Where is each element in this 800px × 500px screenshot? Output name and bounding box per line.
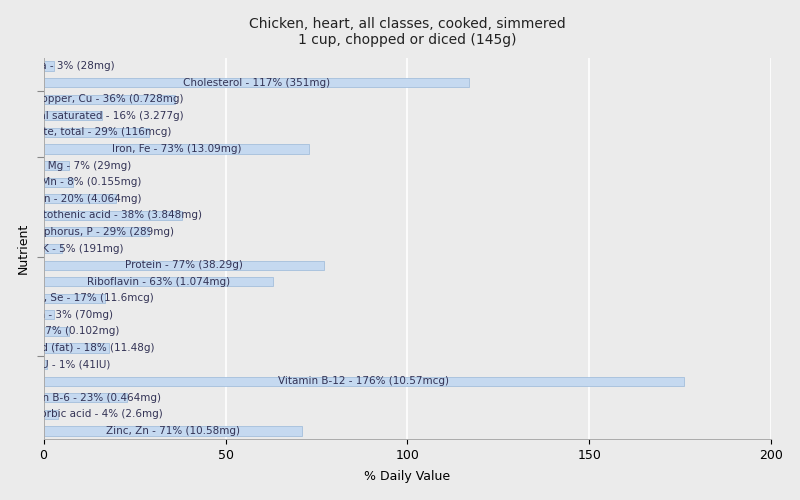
Text: Riboflavin - 63% (1.074mg): Riboflavin - 63% (1.074mg): [86, 276, 230, 286]
Text: Pantothenic acid - 38% (3.848mg): Pantothenic acid - 38% (3.848mg): [24, 210, 202, 220]
Text: Vitamin C, total ascorbic acid - 4% (2.6mg): Vitamin C, total ascorbic acid - 4% (2.6…: [0, 410, 163, 420]
Bar: [43, 310, 54, 320]
Bar: [43, 327, 69, 336]
Text: Fatty acids, total saturated - 16% (3.277g): Fatty acids, total saturated - 16% (3.27…: [0, 111, 183, 121]
Text: Vitamin B-6 - 23% (0.464mg): Vitamin B-6 - 23% (0.464mg): [10, 393, 162, 403]
Bar: [43, 211, 182, 220]
Text: Total lipid (fat) - 18% (11.48g): Total lipid (fat) - 18% (11.48g): [0, 343, 154, 353]
Text: Copper, Cu - 36% (0.728mg): Copper, Cu - 36% (0.728mg): [34, 94, 184, 104]
Text: Sodium, Na - 3% (70mg): Sodium, Na - 3% (70mg): [0, 310, 113, 320]
Bar: [43, 112, 102, 120]
Text: Niacin - 20% (4.064mg): Niacin - 20% (4.064mg): [18, 194, 142, 204]
Bar: [43, 128, 149, 137]
Title: Chicken, heart, all classes, cooked, simmered
1 cup, chopped or diced (145g): Chicken, heart, all classes, cooked, sim…: [249, 16, 566, 47]
Bar: [43, 78, 470, 87]
Bar: [43, 194, 116, 203]
Text: Protein - 77% (38.29g): Protein - 77% (38.29g): [125, 260, 242, 270]
Bar: [43, 94, 174, 104]
Text: Folate, total - 29% (116mcg): Folate, total - 29% (116mcg): [22, 128, 171, 138]
Text: Manganese, Mn - 8% (0.155mg): Manganese, Mn - 8% (0.155mg): [0, 177, 142, 187]
Bar: [43, 376, 684, 386]
Bar: [43, 260, 324, 270]
Bar: [43, 360, 47, 369]
Text: Thiamin - 7% (0.102mg): Thiamin - 7% (0.102mg): [0, 326, 119, 336]
Bar: [43, 178, 73, 186]
Text: Selenium, Se - 17% (11.6mcg): Selenium, Se - 17% (11.6mcg): [0, 294, 154, 304]
Text: Cholesterol - 117% (351mg): Cholesterol - 117% (351mg): [183, 78, 330, 88]
Text: Potassium, K - 5% (191mg): Potassium, K - 5% (191mg): [0, 244, 123, 254]
Y-axis label: Nutrient: Nutrient: [17, 223, 30, 274]
Text: Iron, Fe - 73% (13.09mg): Iron, Fe - 73% (13.09mg): [112, 144, 241, 154]
Bar: [43, 228, 149, 236]
Bar: [43, 426, 302, 436]
Bar: [43, 344, 109, 352]
Text: Phosphorus, P - 29% (289mg): Phosphorus, P - 29% (289mg): [19, 227, 174, 237]
Bar: [43, 277, 273, 286]
Bar: [43, 294, 106, 303]
Bar: [43, 410, 58, 419]
Text: Vitamin B-12 - 176% (10.57mcg): Vitamin B-12 - 176% (10.57mcg): [278, 376, 450, 386]
Text: Calcium, Ca - 3% (28mg): Calcium, Ca - 3% (28mg): [0, 61, 114, 71]
Bar: [43, 393, 127, 402]
Bar: [43, 62, 54, 70]
Text: Zinc, Zn - 71% (10.58mg): Zinc, Zn - 71% (10.58mg): [106, 426, 240, 436]
X-axis label: % Daily Value: % Daily Value: [365, 470, 450, 484]
Bar: [43, 144, 310, 154]
Bar: [43, 244, 62, 253]
Text: Vitamin A, IU - 1% (41IU): Vitamin A, IU - 1% (41IU): [0, 360, 110, 370]
Text: Magnesium, Mg - 7% (29mg): Magnesium, Mg - 7% (29mg): [0, 160, 131, 170]
Bar: [43, 161, 69, 170]
